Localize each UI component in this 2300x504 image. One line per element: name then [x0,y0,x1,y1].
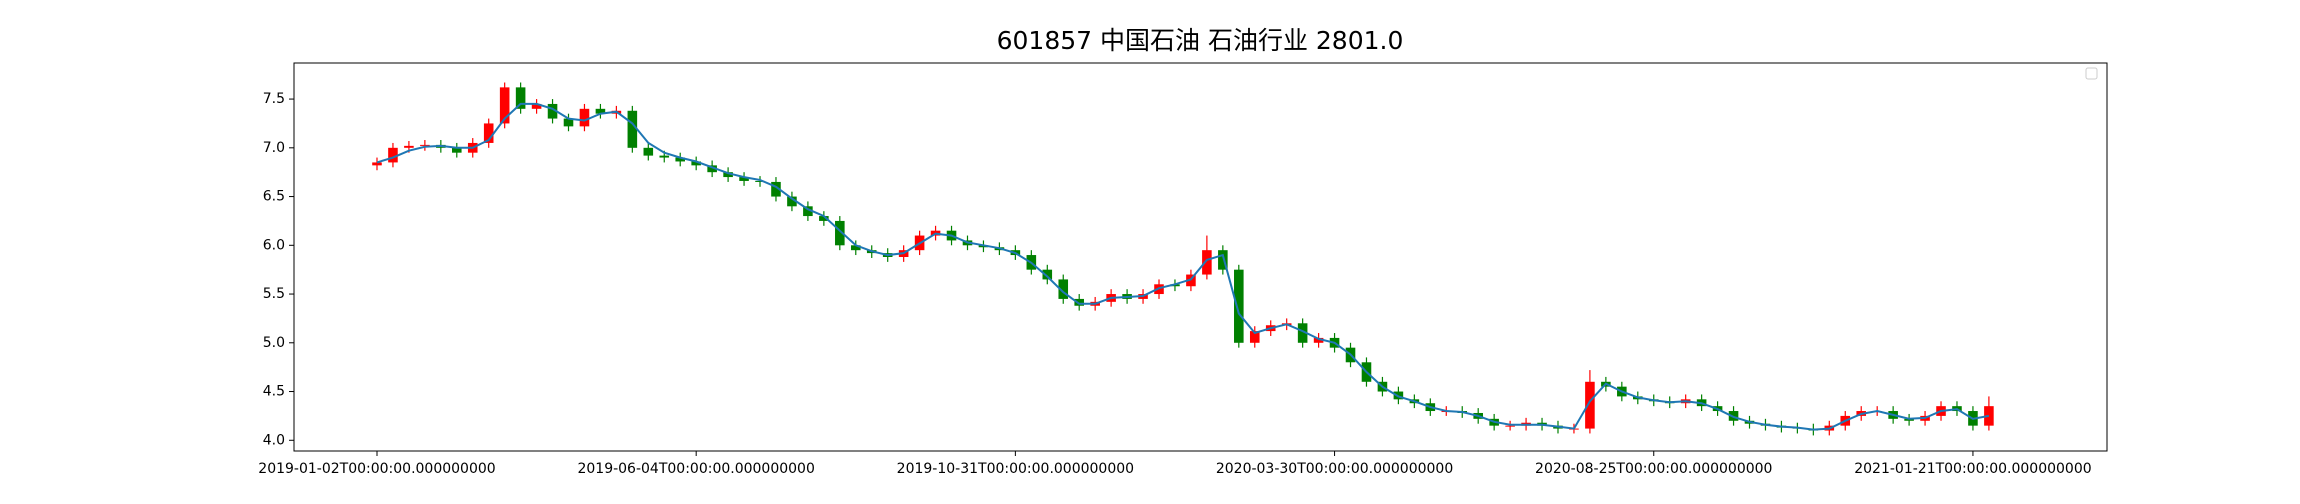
candle-body [1904,418,1914,421]
candle-body [1505,425,1515,427]
candle-body [1058,279,1069,299]
candle-body [1585,381,1595,429]
candle-body [819,216,829,221]
candle-body [1042,269,1053,280]
chart-title: 601857 中国石油 石油行业 2801.0 [997,26,1404,55]
y-tick-label: 5.5 [263,286,285,302]
candle-body [1297,323,1308,343]
candle-body [1249,331,1260,343]
candle-body [388,147,398,163]
candle-body [547,103,558,119]
candle-body [835,220,845,246]
x-tick-label: 2019-06-04T00:00:00.000000000 [577,461,814,477]
candle-body [1218,250,1228,270]
candle-body [787,196,797,207]
candle-body [531,103,542,109]
candle-body [579,108,590,127]
y-tick-label: 6.0 [263,237,285,253]
candle-body [515,87,526,109]
y-tick-label: 4.5 [263,384,285,400]
candle-body [627,110,638,148]
candle-body [850,245,861,251]
candle-body [1074,298,1084,306]
candle-body [372,162,382,166]
candle-body [755,180,765,182]
candle-body [1234,269,1244,343]
candle-body [675,157,686,162]
candle-body [659,155,670,158]
x-tick-label: 2019-10-31T00:00:00.000000000 [897,461,1134,477]
y-tick-label: 5.0 [263,335,285,351]
candle-body [771,181,781,197]
candle-body [643,147,654,156]
candle-body [404,145,414,148]
candle-body [499,87,510,124]
candle-body [563,118,574,127]
y-tick-label: 7.5 [263,91,285,107]
candle-body [803,206,813,217]
plot-frame [293,62,2108,452]
candle-body [1313,337,1324,343]
x-tick-label: 2021-01-21T00:00:00.000000000 [1854,461,2091,477]
candle-body [595,108,606,114]
candle-body [483,123,494,143]
moving-average-line [376,102,1990,431]
candle-body [691,161,701,166]
candle-body [739,177,749,181]
candle-body [451,147,462,153]
y-tick-label: 6.5 [263,189,285,205]
x-tick-label: 2019-01-02T00:00:00.000000000 [258,461,495,477]
y-tick-label: 4.0 [263,432,285,448]
x-tick-label: 2020-08-25T00:00:00.000000000 [1535,461,1772,477]
candle-body [707,165,717,173]
y-tick-label: 7.0 [263,140,285,156]
candle-body [1202,250,1212,275]
candle-body [723,172,733,178]
legend-box [2085,67,2098,80]
x-tick-label: 2020-03-30T00:00:00.000000000 [1216,461,1453,477]
candle-body [420,144,430,146]
